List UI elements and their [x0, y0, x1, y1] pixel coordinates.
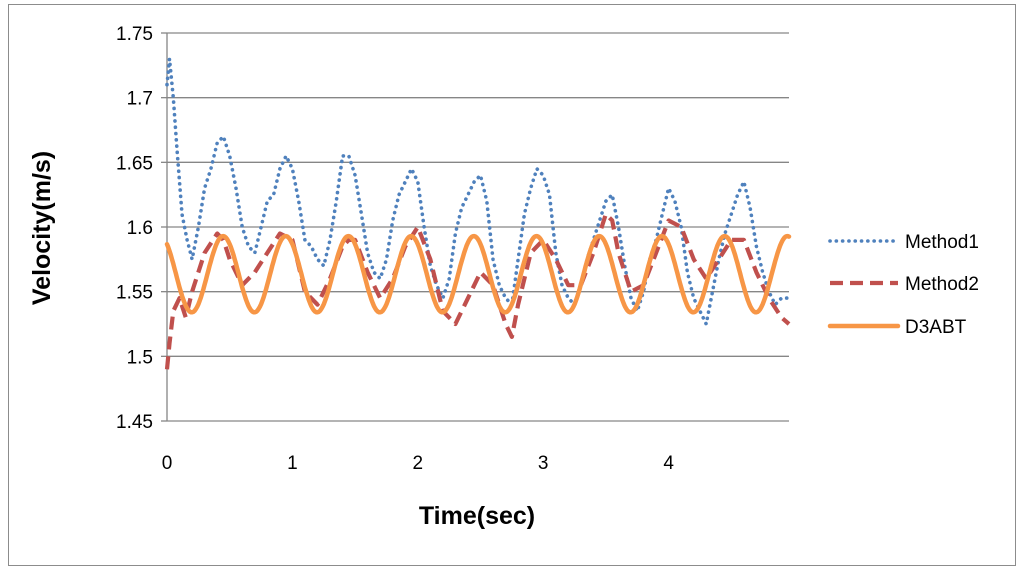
- x-tick-label: 2: [413, 453, 424, 474]
- y-axis-title: Velocity(m/s): [28, 151, 56, 305]
- x-tick-label: 0: [162, 453, 173, 474]
- series-line-d3abt: [164, 233, 792, 315]
- legend-label-d3abt: D3ABT: [905, 317, 967, 338]
- gridlines: [161, 32, 789, 422]
- y-tick-label: 1.65: [116, 153, 153, 174]
- x-tick-label: 1: [287, 453, 298, 474]
- y-tick-label: 1.5: [127, 347, 153, 368]
- y-tick-label: 1.55: [116, 283, 153, 304]
- legend-label-method2: Method2: [905, 274, 979, 295]
- legend: Method1 Method2 D3ABT: [827, 232, 979, 338]
- legend-label-method1: Method1: [905, 232, 979, 253]
- y-tick-label: 1.7: [127, 89, 153, 110]
- x-tick-labels: 0 1 2 3 4: [162, 453, 675, 474]
- y-tick-label: 1.45: [116, 412, 153, 433]
- x-tick-label: 4: [663, 453, 674, 474]
- series-line-method1: [165, 57, 791, 326]
- y-tick-labels: 1.45 1.5 1.55 1.6 1.65 1.7 1.75: [116, 24, 153, 433]
- y-tick-label: 1.75: [116, 24, 153, 45]
- series-lines: [164, 57, 792, 370]
- y-tick-label: 1.6: [127, 218, 153, 239]
- x-axis-title: Time(sec): [419, 502, 535, 530]
- x-tick-label: 3: [538, 453, 549, 474]
